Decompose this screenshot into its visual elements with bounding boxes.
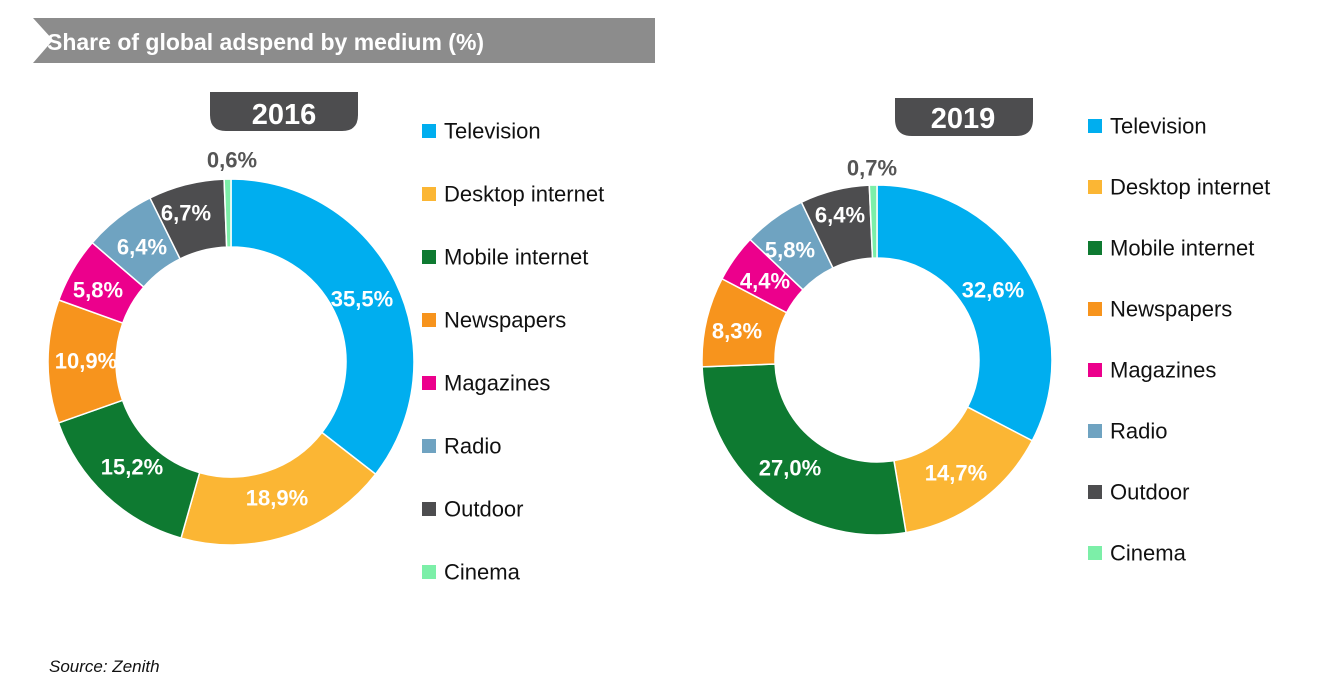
- year-label-2019: 2019: [931, 103, 996, 135]
- legend-swatch-mobile-internet-2016: [422, 250, 436, 264]
- slice-label-desktop-internet-2019: 14,7%: [925, 461, 987, 486]
- slice-label-magazines-2016: 5,8%: [73, 278, 123, 303]
- legend-label-television-2019: Television: [1110, 114, 1207, 139]
- slice-label-television-2019: 32,6%: [962, 278, 1024, 303]
- slice-label-cinema-2016: 0,6%: [207, 148, 257, 173]
- slice-label-mobile-internet-2019: 27,0%: [759, 456, 821, 481]
- legend-2019: Television Desktop internet Mobile interne…: [1088, 114, 1270, 566]
- legend-swatch-newspapers-2019: [1088, 302, 1102, 316]
- year-label-2016: 2016: [252, 99, 317, 131]
- legend-label-television-2016: Television: [444, 119, 541, 144]
- slice-cinema-2019: [868, 184, 878, 259]
- legend-swatch-magazines-2019: [1088, 363, 1102, 377]
- legend-label-radio-2019: Radio: [1110, 419, 1167, 444]
- legend-label-newspapers-2016: Newspapers: [444, 308, 566, 333]
- legend-swatch-newspapers-2016: [422, 313, 436, 327]
- legend-label-magazines-2019: Magazines: [1110, 358, 1216, 383]
- slice-label-television-2016: 35,5%: [331, 287, 393, 312]
- year-tab-2019: [895, 98, 1033, 136]
- legend-swatch-cinema-2016: [422, 565, 436, 579]
- legend-label-cinema-2019: Cinema: [1110, 541, 1187, 566]
- legend-swatch-outdoor-2019: [1088, 485, 1102, 499]
- legend-swatch-outdoor-2016: [422, 502, 436, 516]
- slices-2016: [47, 178, 415, 546]
- title-banner: [33, 18, 655, 63]
- legend-label-desktop-internet-2019: Desktop internet: [1110, 175, 1270, 200]
- slice-label-radio-2019: 5,8%: [765, 238, 815, 263]
- legend-label-newspapers-2019: Newspapers: [1110, 297, 1232, 322]
- slice-label-newspapers-2016: 10,9%: [55, 349, 117, 374]
- slice-labels-2019: 32,6% 14,7% 27,0% 8,3% 4,4% 5,8%6,4% 0,7%: [712, 156, 1024, 486]
- legend-label-magazines-2016: Magazines: [444, 371, 550, 396]
- slice-cinema-2016: [223, 178, 232, 248]
- legend-label-cinema-2016: Cinema: [444, 560, 521, 585]
- chart-title: Share of global adspend by medium (%): [47, 29, 484, 55]
- source-note: Source: Zenith: [49, 657, 160, 676]
- legend-swatch-desktop-internet-2019: [1088, 180, 1102, 194]
- slice-television-2016: [230, 178, 415, 476]
- year-tab-2016: [210, 92, 358, 131]
- legend-label-outdoor-2016: Outdoor: [444, 497, 524, 522]
- legend-swatch-mobile-internet-2019: [1088, 241, 1102, 255]
- slice-label-outdoor-2019: 6,4%: [815, 203, 865, 228]
- legend-label-mobile-internet-2016: Mobile internet: [444, 245, 588, 270]
- legend-swatch-television-2016: [422, 124, 436, 138]
- slices-2019: [701, 184, 1053, 536]
- slice-label-desktop-internet-2016: 18,9%: [246, 486, 308, 511]
- slice-labels-2016: 35,5% 18,9% 15,2% 10,9% 5,8% 6,4% 6,7% 0,6%: [55, 148, 393, 511]
- legend-2016: Television Desktop internet Mobile interne…: [422, 119, 604, 585]
- legend-label-mobile-internet-2019: Mobile internet: [1110, 236, 1254, 261]
- slice-label-magazines-2019: 4,4%: [740, 269, 790, 294]
- legend-swatch-television-2019: [1088, 119, 1102, 133]
- slice-label-cinema-2019: 0,7%: [847, 156, 897, 181]
- legend-swatch-cinema-2019: [1088, 546, 1102, 560]
- legend-label-outdoor-2019: Outdoor: [1110, 480, 1190, 505]
- slice-label-mobile-internet-2016: 15,2%: [101, 455, 163, 480]
- legend-swatch-desktop-internet-2016: [422, 187, 436, 201]
- slice-television-2019: [876, 184, 1053, 442]
- legend-label-radio-2016: Radio: [444, 434, 501, 459]
- slice-label-newspapers-2019: 8,3%: [712, 319, 762, 344]
- legend-label-desktop-internet-2016: Desktop internet: [444, 182, 604, 207]
- donut-chart-2016: 2016 35,5% 18,9% 15,2% 10,9% 5,8% 6,4% 6,7% 0,6…: [47, 92, 604, 585]
- legend-swatch-magazines-2016: [422, 376, 436, 390]
- slice-label-radio-2016: 6,4%: [117, 235, 167, 260]
- legend-swatch-radio-2019: [1088, 424, 1102, 438]
- slice-label-outdoor-2016: 6,7%: [161, 201, 211, 226]
- slice-mobile-internet-2019: [701, 363, 907, 536]
- legend-swatch-radio-2016: [422, 439, 436, 453]
- donut-chart-2019: 2019 32,6% 14,7% 27,0% 8,3% 4,4% 5,8%6,4% 0,7%…: [701, 98, 1270, 566]
